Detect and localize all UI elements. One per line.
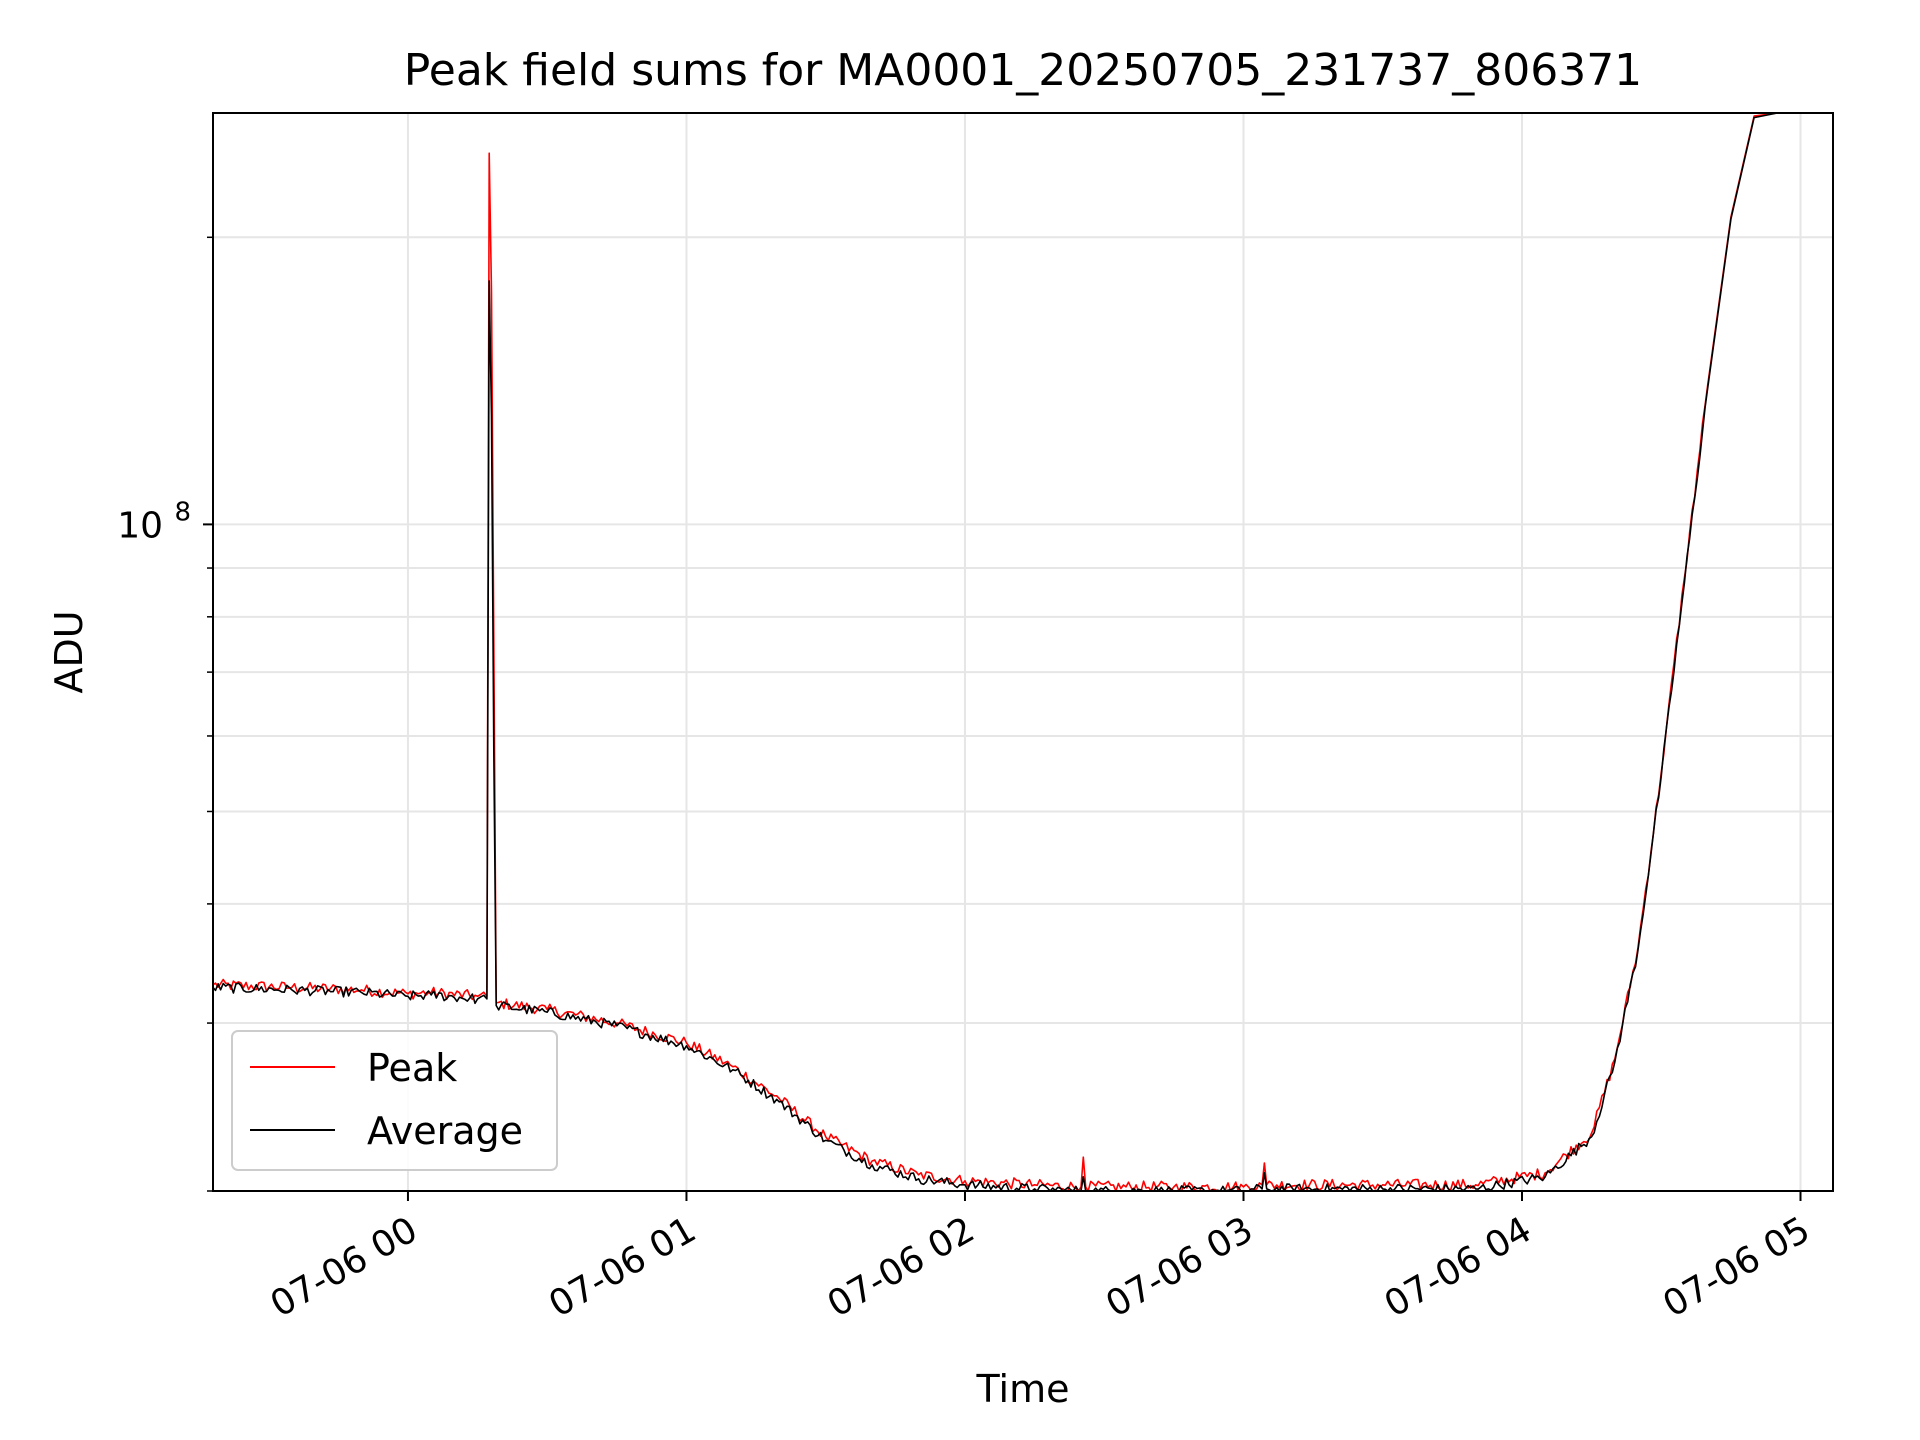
legend-box [231,1030,558,1171]
y-tick-label-base: 10 [117,505,163,546]
legend-average-label: Average [367,1109,523,1153]
legend: Peak Average [231,1030,558,1171]
y-tick-label-exponent: 8 [174,497,191,527]
y-axis-ticks: 10 8 [117,236,213,1192]
x-axis-label: Time [976,1367,1070,1411]
chart-title: Peak field sums for MA0001_20250705_2317… [404,45,1642,96]
y-axis-label: ADU [47,610,91,693]
y-tick-label: 10 [117,505,163,546]
series-line-peak [212,112,1778,1192]
grid [213,113,1833,1192]
legend-peak-label: Peak [367,1046,457,1090]
plot-frame [212,112,1834,1192]
